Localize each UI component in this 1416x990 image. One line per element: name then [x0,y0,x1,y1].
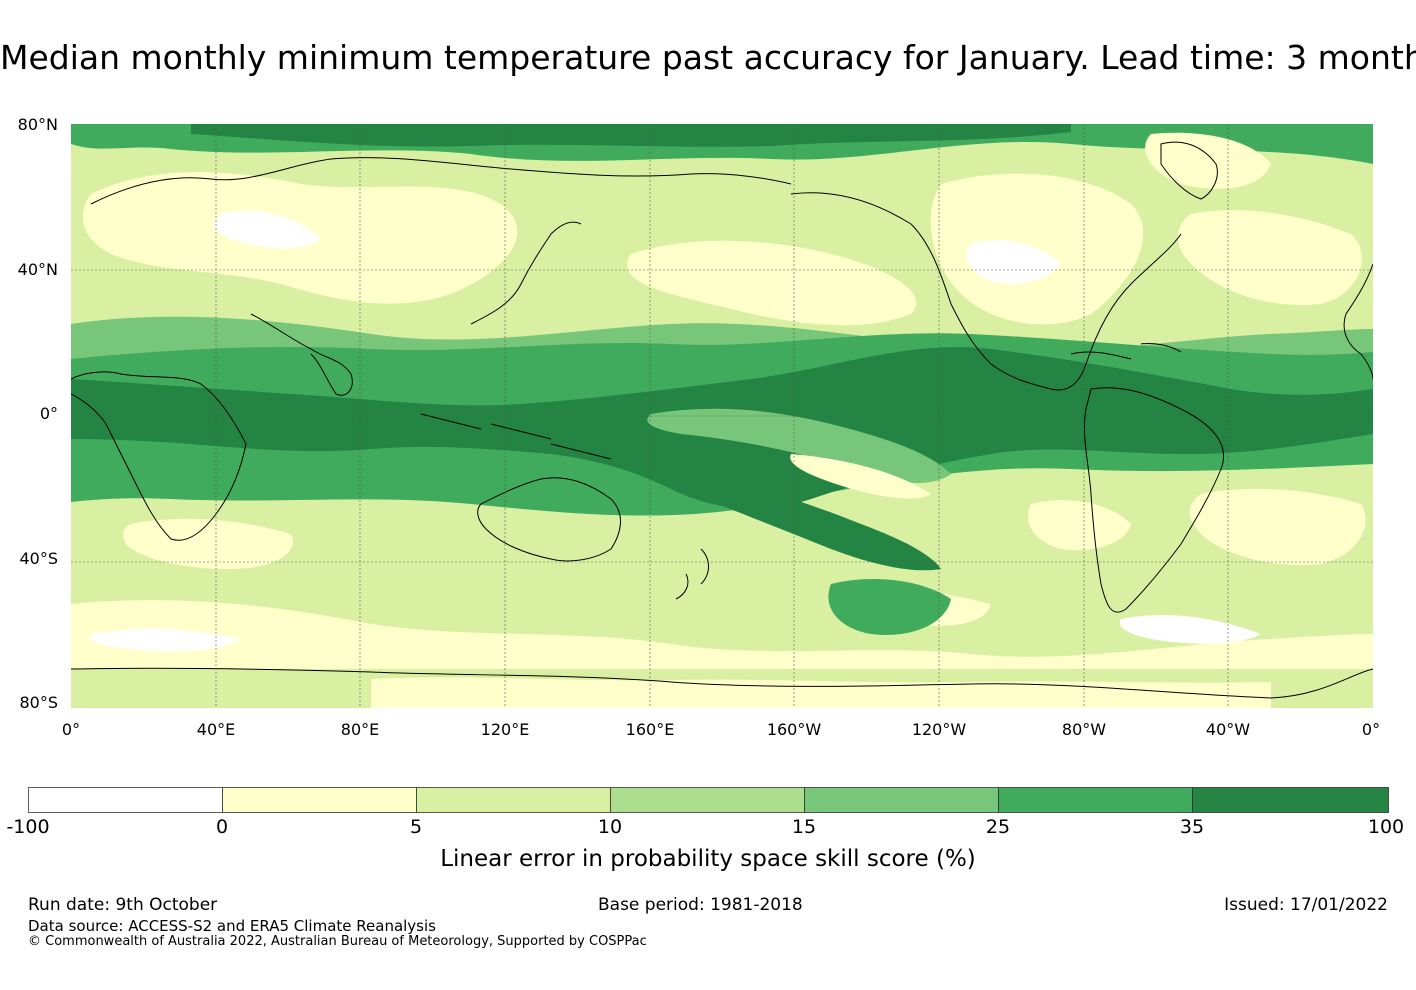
colorbar-segment-below-0 [28,787,223,813]
colorbar-tick-5: 5 [409,816,423,838]
lon-label-0-right: 0° [1361,720,1381,739]
data-source: Data source: ACCESS-S2 and ERA5 Climate … [28,917,436,935]
south-pacific-dark-streak [691,474,941,571]
lon-label-120w: 120°W [911,720,967,739]
colorbar-tick-100: 100 [1367,816,1405,838]
eurasia-white-area [214,210,321,249]
colorbar-segment-0-5 [222,787,417,813]
colorbar-tick-25: 25 [985,816,1011,838]
lat-label-equator: 0° [39,404,58,423]
southern-ocean-white-east [1119,614,1261,644]
colorbar-segment-35-100 [1192,787,1389,813]
lon-label-80w: 80°W [1061,720,1107,739]
south-pacific-pale [1027,500,1131,551]
run-date: Run date: 9th October [28,895,218,915]
colorbar-segment-25-35 [998,787,1193,813]
lon-label-80e: 80°E [340,720,380,739]
issued-date: Issued: 17/01/2022 [1224,895,1388,915]
coast-india [250,313,353,396]
atlantic-north-pale [1177,210,1362,305]
coast-europe-west [1343,263,1373,380]
southern-ocean-pale [71,600,1373,669]
colorbar [28,787,1389,813]
coast-caribbean [1070,343,1182,360]
colorbar-tick-35: 35 [1179,816,1205,838]
lat-label-80s: 80°S [19,693,58,712]
skill-score-map [71,124,1373,708]
coast-australia [477,477,621,562]
lon-label-40e: 40°E [196,720,236,739]
colorbar-segment-15-25 [804,787,999,813]
south-pacific-deep-patch [828,579,951,635]
colorbar-tick-neg100: -100 [6,816,50,838]
north-america-white [966,240,1061,284]
lon-label-0-left: 0° [61,720,81,739]
coast-greenland [1160,141,1218,200]
lon-label-40w: 40°W [1205,720,1251,739]
lat-label-40s: 40°S [19,549,58,568]
copyright: © Commonwealth of Australia 2022, Austra… [28,934,647,949]
lon-label-120e: 120°E [480,720,530,739]
greenland-pale [1145,132,1271,189]
coast-new-zealand [675,548,709,600]
colorbar-tick-0: 0 [215,816,229,838]
south-indian-pale [123,518,293,569]
lat-label-40n: 40°N [17,260,58,279]
coastlines [71,141,1373,699]
pacific-white-streak [790,454,931,499]
southern-ocean-white [90,628,242,652]
arctic-darkest-band [191,124,1071,147]
coast-east-asia [470,221,582,325]
coast-eurasia-north [90,157,792,205]
lon-label-160e: 160°E [625,720,675,739]
base-period: Base period: 1981-2018 [598,895,803,915]
coast-south-america [1083,387,1225,613]
coast-antarctica [71,667,1373,699]
equatorial-pale-streak [647,408,951,484]
coast-north-america [790,192,1182,391]
colorbar-segment-5-10 [416,787,611,813]
lat-label-80n: 80°N [17,115,58,134]
lon-label-160w: 160°W [766,720,822,739]
map-title: Median monthly minimum temperature past … [0,38,1416,77]
colorbar-tick-15: 15 [791,816,817,838]
pacific-north-pale [627,240,917,326]
graticule [71,124,1373,708]
south-atlantic-pale [1189,488,1366,565]
coast-indonesia [420,413,612,460]
colorbar-tick-10: 10 [597,816,623,838]
colorbar-label: Linear error in probability space skill … [440,846,976,872]
colorbar-segment-10-15 [610,787,805,813]
